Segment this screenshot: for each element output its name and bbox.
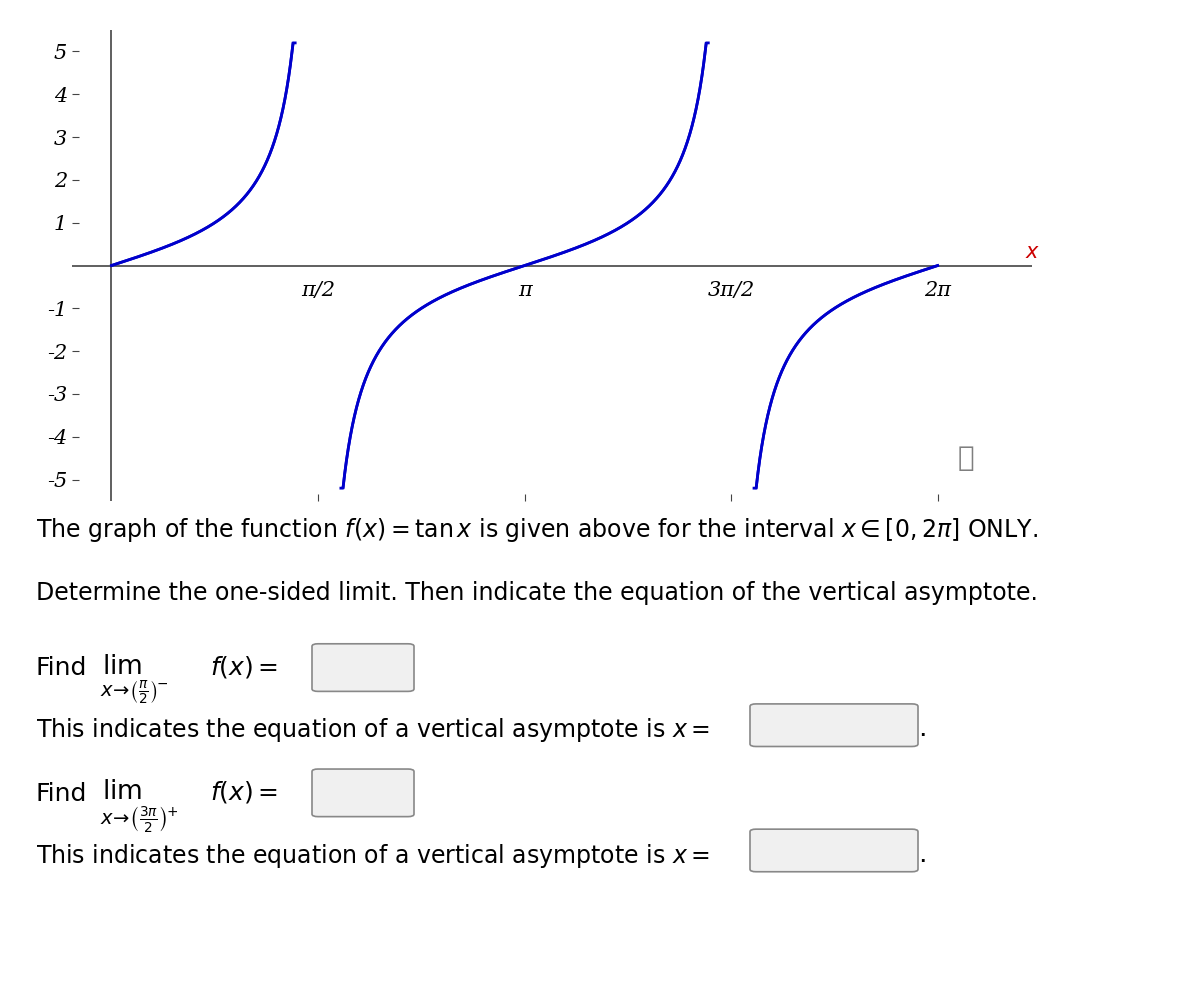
FancyBboxPatch shape [750,830,918,872]
Text: $\lim$: $\lim$ [102,780,142,805]
FancyBboxPatch shape [312,770,414,817]
FancyBboxPatch shape [750,704,918,746]
Text: $x\!\to\!\left(\frac{3\pi}{2}\right)^{\!\!+}$: $x\!\to\!\left(\frac{3\pi}{2}\right)^{\!… [100,804,178,834]
Text: The graph of the function $f(x) = \tan x$ is given above for the interval $x \in: The graph of the function $f(x) = \tan x… [36,516,1038,544]
Text: This indicates the equation of a vertical asymptote is $x =$: This indicates the equation of a vertica… [36,842,710,870]
Text: 🔍: 🔍 [958,444,974,472]
Text: Find: Find [36,782,88,806]
Text: $\lim$: $\lim$ [102,654,142,679]
Text: $x$: $x$ [1026,242,1040,262]
Text: 2π: 2π [924,281,952,300]
Text: $f(x) =$: $f(x) =$ [210,780,278,805]
Text: $x\!\to\!\left(\frac{\pi}{2}\right)^{\!\!-}$: $x\!\to\!\left(\frac{\pi}{2}\right)^{\!\… [100,679,168,707]
Text: 3π/2: 3π/2 [708,281,755,300]
Text: Find: Find [36,656,88,680]
Text: This indicates the equation of a vertical asymptote is $x =$: This indicates the equation of a vertica… [36,716,710,744]
Text: π: π [517,281,532,300]
Text: .: . [918,716,926,742]
Text: .: . [918,842,926,868]
Text: Determine the one-sided limit. Then indicate the equation of the vertical asympt: Determine the one-sided limit. Then indi… [36,581,1038,605]
Text: π/2: π/2 [301,281,335,300]
Text: $f(x) =$: $f(x) =$ [210,654,278,679]
FancyBboxPatch shape [312,644,414,691]
